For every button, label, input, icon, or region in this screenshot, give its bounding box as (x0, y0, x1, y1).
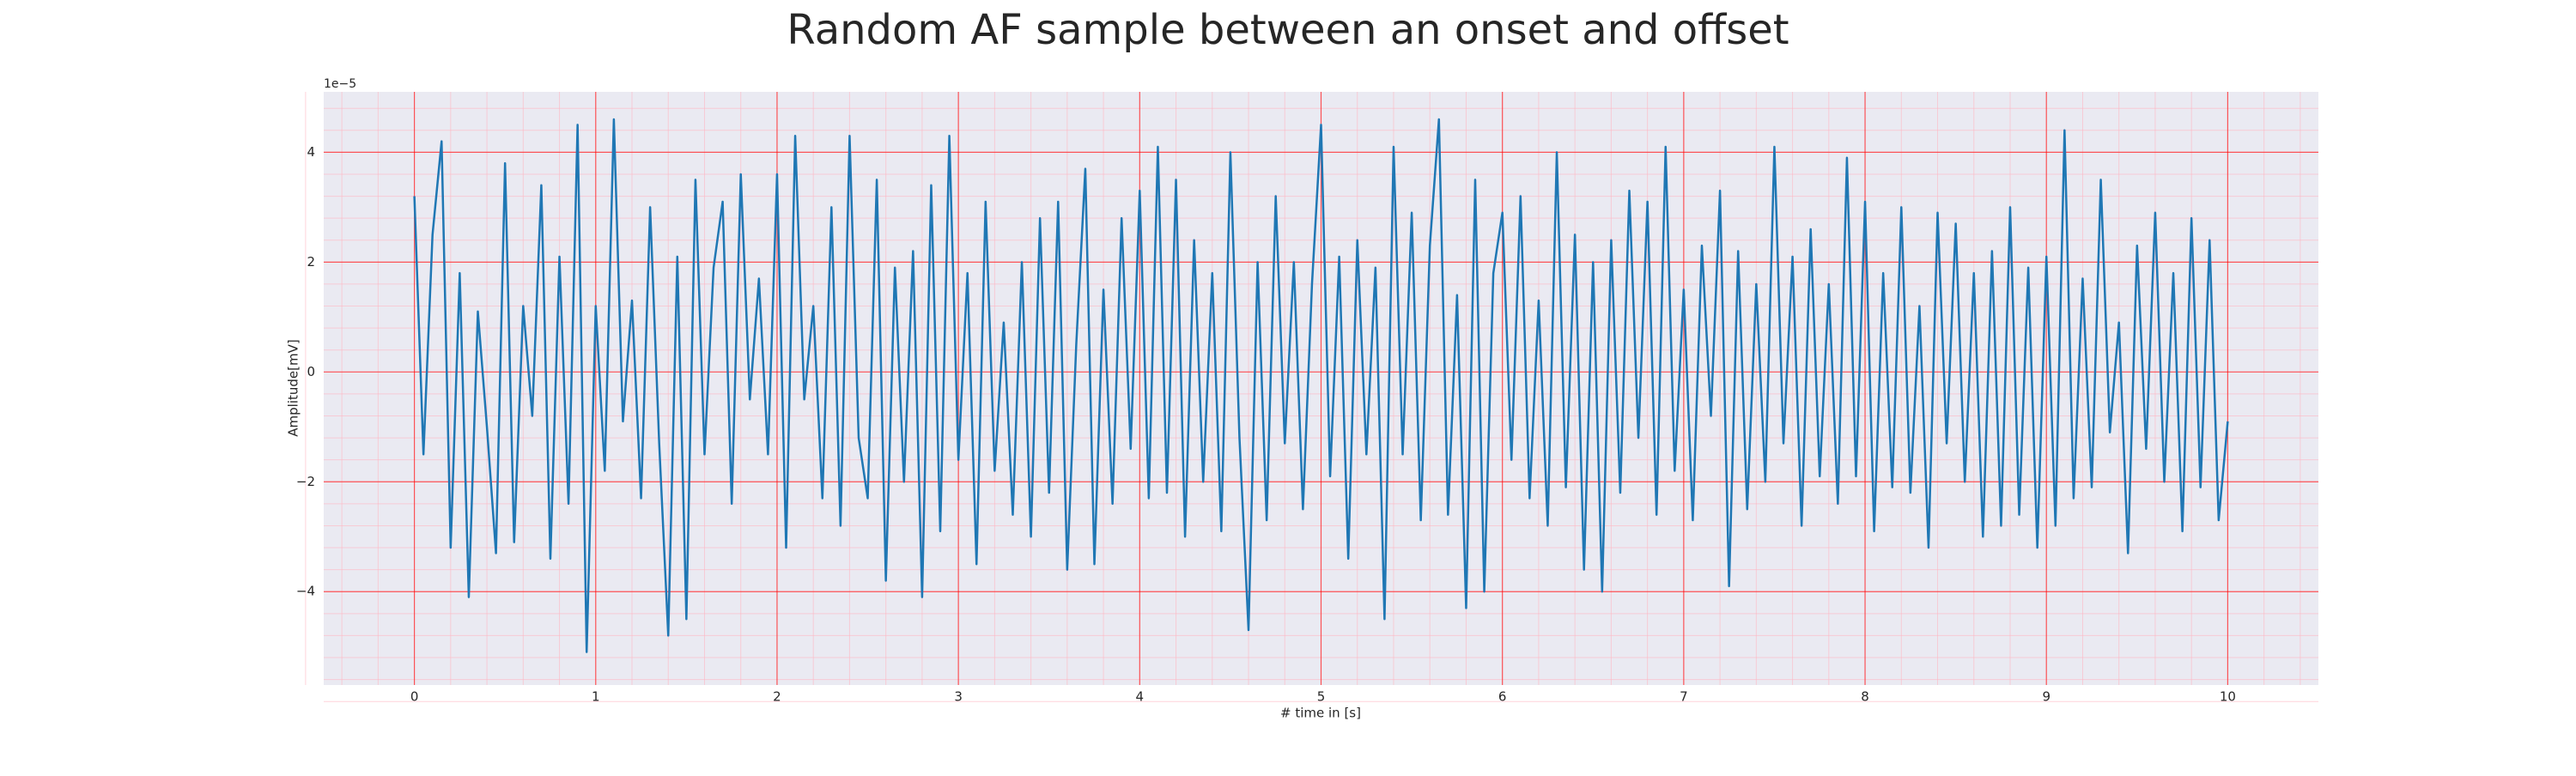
y-tick-label: 0 (307, 364, 315, 379)
chart-title: Random AF sample between an onset and of… (787, 6, 1789, 54)
x-tick-label: 9 (2042, 689, 2050, 705)
x-tick-label: 7 (1680, 689, 1688, 705)
x-tick-label: 3 (954, 689, 963, 705)
x-tick-label: 0 (410, 689, 419, 705)
y-axis-label: Amplitude[mV] (286, 339, 301, 436)
x-tick-label: 8 (1861, 689, 1869, 705)
y-tick-label: −4 (296, 584, 315, 599)
y-tick-label: 4 (307, 144, 315, 160)
x-tick-label: 10 (2220, 689, 2236, 705)
y-offset-text: 1e−5 (324, 77, 356, 91)
y-tick-label: 2 (307, 254, 315, 270)
x-axis-label: # time in [s] (1280, 706, 1361, 721)
y-tick-label: −2 (296, 474, 315, 489)
x-tick-label: 1 (592, 689, 600, 705)
x-tick-label: 2 (773, 689, 781, 705)
signal-line (413, 118, 2229, 653)
x-tick-label: 5 (1317, 689, 1326, 705)
x-tick-label: 4 (1136, 689, 1145, 705)
x-tick-label: 6 (1498, 689, 1507, 705)
